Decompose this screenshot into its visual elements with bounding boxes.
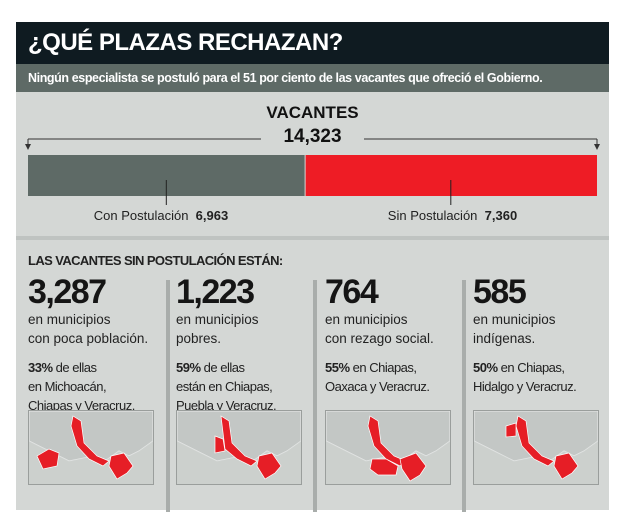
highlighted-state	[36, 448, 60, 470]
pct-rest: Oaxaca y Veracruz.	[325, 379, 430, 394]
mexico-map	[28, 410, 154, 485]
highlighted-state	[256, 452, 282, 480]
arrow-left-icon	[25, 144, 31, 150]
breakdown-column: 3,287 en municipios con poca población. …	[28, 274, 168, 415]
pct: 55%	[325, 360, 350, 375]
mexico-map	[325, 410, 451, 485]
category-label: Con Postulación	[93, 208, 189, 223]
column-separator	[462, 280, 466, 512]
count: 1,223	[176, 273, 255, 311]
pct-rest: Hidalgo y Veracruz.	[473, 379, 577, 394]
column-separator	[313, 280, 317, 512]
column-separator	[166, 280, 170, 512]
pct-text: 50% en Chiapas, Hidalgo y Veracruz.	[473, 358, 613, 396]
highlighted-state	[369, 458, 399, 476]
pct-text: 59% de ellas están en Chiapas, Puebla y Ve…	[176, 358, 316, 415]
pct-rest: Chiapas y Veracruz.	[28, 398, 135, 413]
pct-rest: de ellas	[200, 360, 245, 375]
highlighted-state	[515, 415, 555, 467]
highlighted-state	[220, 415, 258, 467]
desc-line: en municipios	[325, 312, 408, 327]
title: ¿QUÉ PLAZAS RECHAZAN?	[16, 22, 609, 64]
desc-line: pobres.	[176, 331, 222, 346]
count: 764	[325, 273, 379, 311]
breakdown-column: 585 en municipios indígenas. 50% en Chia…	[473, 274, 613, 396]
total-value: 14,323	[266, 126, 359, 148]
desc-line: en municipios	[28, 312, 111, 327]
highlighted-state	[214, 435, 226, 454]
category-label: Sin Postulación	[387, 208, 478, 223]
infographic-panel: ¿QUÉ PLAZAS RECHAZAN? Ningún especialist…	[16, 22, 609, 512]
highlighted-state	[108, 452, 134, 480]
stacked-bar-chart	[25, 138, 600, 205]
value-label: 7,360	[484, 208, 518, 223]
pct-rest: Puebla y Veracruz.	[176, 398, 277, 413]
arrow-right-icon	[594, 144, 600, 150]
mexico-map	[473, 410, 599, 485]
highlighted-state	[70, 415, 110, 467]
pct: 59%	[176, 360, 201, 375]
breakdown-heading: LAS VACANTES SIN POSTULACIÓN ESTÁN:	[28, 253, 283, 268]
pct-rest: de ellas	[52, 360, 97, 375]
desc-line: con poca población.	[28, 331, 149, 346]
label-con: Con Postulación 6,963	[16, 208, 306, 223]
highlighted-state	[553, 452, 579, 480]
count: 3,287	[28, 273, 107, 311]
value-label: 6,963	[195, 208, 229, 223]
pct: 50%	[473, 360, 498, 375]
pct-text: 55% en Chiapas, Oaxaca y Veracruz.	[325, 358, 465, 396]
count: 585	[473, 273, 527, 311]
desc-line: en municipios	[473, 312, 556, 327]
pct: 33%	[28, 360, 53, 375]
divider	[16, 236, 609, 240]
desc-line: indígenas.	[473, 331, 536, 346]
highlighted-state	[505, 422, 517, 438]
pct-rest: en Chiapas,	[497, 360, 565, 375]
mexico-map	[176, 410, 302, 485]
desc-line: en municipios	[176, 312, 259, 327]
label-sin: Sin Postulación 7,360	[306, 208, 599, 223]
pct-text: 33% de ellas en Michoacán, Chiapas y Verac…	[28, 358, 168, 415]
pct-rest: están en Chiapas,	[176, 379, 273, 394]
pct-rest: en Michoacán,	[28, 379, 107, 394]
pct-rest: en Chiapas,	[349, 360, 417, 375]
desc-line: con rezago social.	[325, 331, 434, 346]
breakdown-column: 1,223 en municipios pobres. 59% de ellas…	[176, 274, 316, 415]
breakdown-column: 764 en municipios con rezago social. 55%…	[325, 274, 465, 396]
subtitle: Ningún especialista se postuló para el 5…	[16, 64, 609, 92]
chart-title: VACANTES	[266, 103, 359, 122]
highlighted-state	[399, 452, 427, 482]
